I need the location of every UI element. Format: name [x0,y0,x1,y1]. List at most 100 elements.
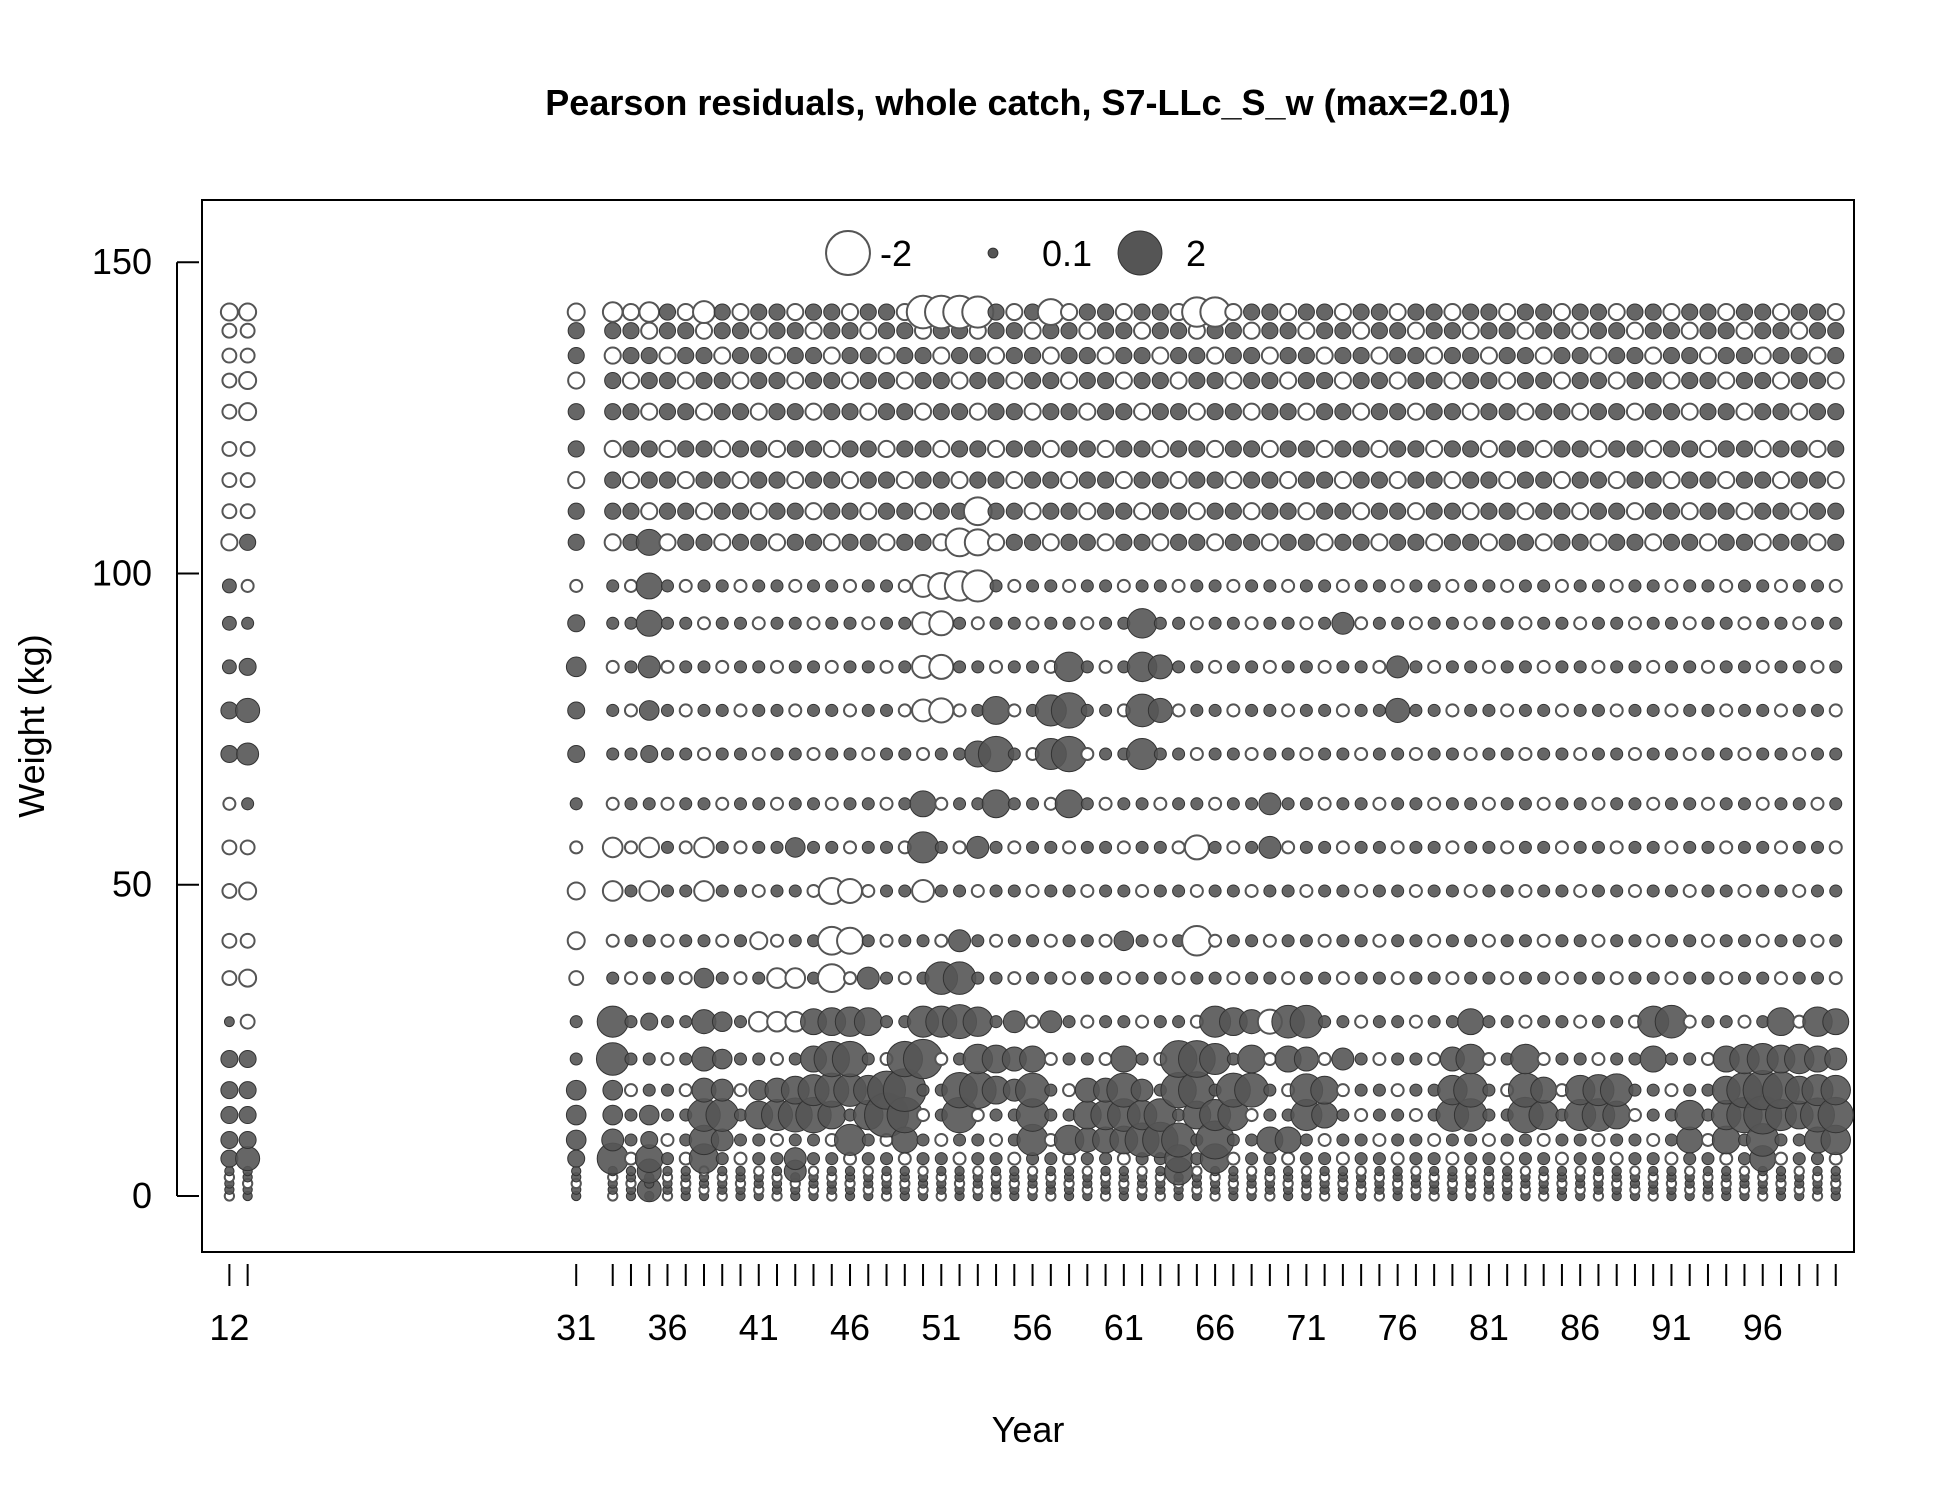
residual-point [1263,1152,1277,1166]
residual-point [989,1108,1003,1122]
residual-point [1282,1165,1294,1177]
residual-point [1060,440,1078,458]
residual-point [1664,884,1678,898]
residual-point [783,1147,807,1171]
residual-point [1372,579,1386,593]
residual-point [1462,471,1480,489]
residual-point [932,502,950,520]
residual-point [660,1108,674,1122]
residual-point [1536,1132,1551,1147]
residual-point [1390,1151,1405,1166]
residual-point [635,528,663,556]
residual-point [1518,797,1532,811]
residual-point [1372,884,1386,898]
x-tick-label: 96 [1743,1307,1783,1348]
residual-point [879,796,894,811]
residual-point [1610,747,1624,761]
residual-point [1007,747,1021,761]
residual-point [567,614,586,633]
residual-point [1171,840,1186,855]
residual-point [1019,1045,1047,1073]
residual-point [569,578,584,593]
residual-point [1407,303,1425,321]
residual-point [1573,660,1587,674]
residual-point [1498,347,1516,365]
residual-point [1260,346,1279,365]
residual-point [1608,440,1626,458]
residual-point [1717,471,1736,490]
residual-point [1790,533,1808,551]
residual-point [1054,789,1084,819]
legend-marker [987,247,999,259]
residual-point [1078,303,1096,321]
residual-point [1701,840,1715,854]
residual-point [1226,660,1240,674]
residual-point [1828,578,1843,593]
residual-point [1683,660,1697,674]
residual-point [1790,303,1808,321]
residual-point [1445,660,1459,674]
residual-point [733,616,748,630]
residual-point [1498,403,1516,421]
residual-point [916,1133,930,1147]
residual-point [1005,347,1023,365]
residual-point [1464,703,1478,717]
residual-point [1829,660,1843,674]
residual-point [970,616,985,631]
residual-point [733,1083,748,1098]
residual-point [238,968,258,988]
residual-point [1591,1015,1605,1029]
residual-point [1737,616,1752,631]
residual-point [1115,502,1133,520]
residual-point [1318,840,1332,854]
residual-point [989,1132,1004,1147]
residual-point [1372,840,1386,854]
residual-point [1553,403,1571,421]
residual-point [1172,616,1186,630]
residual-point [1243,440,1261,458]
residual-point [987,322,1005,340]
residual-point [1464,660,1478,674]
residual-point [1735,303,1754,321]
residual-point [1153,971,1167,985]
residual-point [1555,884,1569,898]
residual-point [711,1048,733,1070]
residual-point [950,371,969,390]
residual-point [950,471,969,490]
residual-point [1115,347,1133,365]
residual-point [1153,884,1167,898]
residual-point [717,1165,728,1177]
residual-point [1226,703,1241,718]
residual-point [1392,1165,1403,1177]
residual-point [1261,502,1279,520]
residual-point [1151,502,1169,520]
residual-point [788,616,802,630]
residual-point [1098,1052,1113,1067]
residual-point [1044,840,1058,854]
residual-point [989,933,1004,948]
residual-point [640,471,658,489]
residual-point [1354,1014,1369,1029]
residual-point [676,371,695,390]
residual-point [1810,747,1825,761]
residual-point [1681,440,1699,458]
residual-point [1500,703,1515,718]
residual-point [953,747,967,761]
residual-point [1391,1015,1405,1029]
residual-point [1573,1052,1587,1066]
residual-point [1133,402,1152,421]
residual-point [713,346,732,365]
residual-point [1611,1165,1622,1177]
residual-point [1281,703,1296,718]
residual-point [788,884,802,898]
residual-point [221,659,237,675]
residual-point [752,1052,766,1066]
residual-point [932,403,950,421]
residual-point [840,302,860,322]
residual-point [1479,439,1498,459]
residual-point [238,1130,257,1149]
residual-point [807,1133,821,1147]
x-axis-label: Year [992,1409,1065,1450]
x-tick-label: 66 [1195,1307,1235,1348]
residual-point [750,533,768,551]
